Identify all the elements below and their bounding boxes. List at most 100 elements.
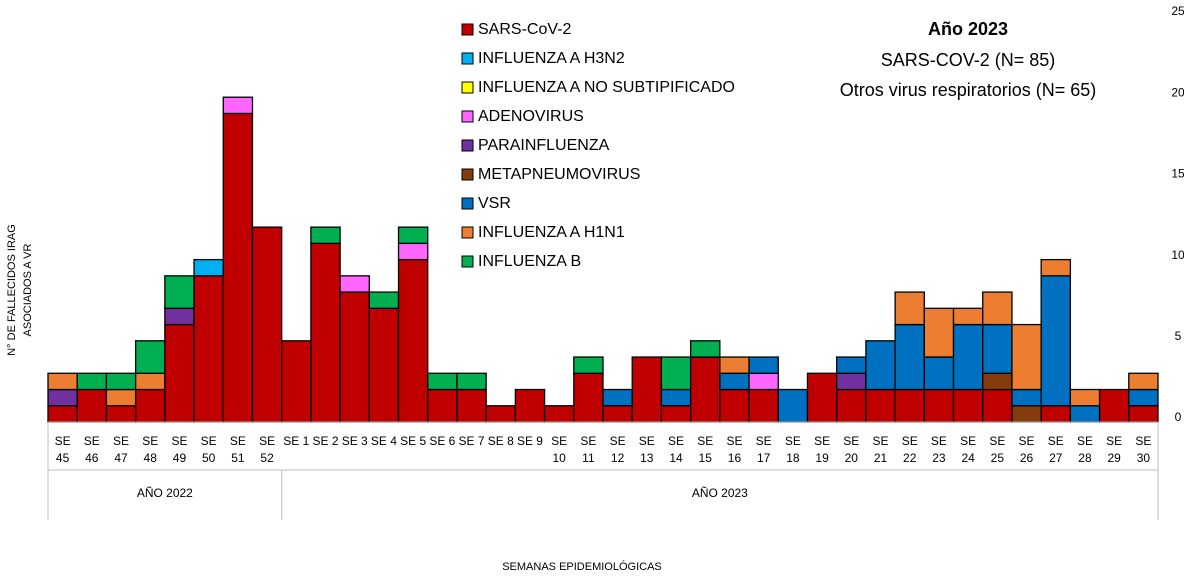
bar-segment [281, 340, 312, 423]
x-tick-label: SE 22 [902, 434, 918, 465]
x-tick-label: SE 4 [371, 434, 397, 448]
bar-segment [1040, 258, 1072, 277]
x-tick-label-line: 26 [1020, 451, 1034, 465]
bar-segment [76, 372, 108, 391]
annotation-line: SARS-COV-2 (N= 85) [881, 50, 1056, 70]
x-tick-label-line: SE [230, 434, 246, 448]
bar-segment [339, 291, 370, 423]
bar-segment [777, 388, 809, 423]
x-tick-label: SE 26 [1019, 434, 1035, 465]
x-tick-label-line: SE [697, 434, 713, 448]
bar-segment [923, 356, 955, 391]
x-tick-label-line: SE [84, 434, 100, 448]
bar-segment [836, 388, 867, 423]
bar-segment [397, 226, 429, 245]
bar-segment [894, 388, 925, 423]
bar-segment [982, 323, 1013, 374]
x-tick-label-line: 46 [85, 451, 99, 465]
legend-swatch [461, 197, 474, 210]
bar-segment [952, 388, 984, 423]
legend-label: METAPNEUMOVIRUS [478, 166, 640, 183]
x-tick-label-line: SE [113, 434, 129, 448]
y-tick-label: 10 [1171, 248, 1184, 262]
y-tick-label: 0 [1175, 410, 1182, 424]
bar-segment [719, 356, 750, 374]
x-tick-label-line: SE [1077, 434, 1093, 448]
x-tick-label: SE 50 [201, 434, 217, 465]
bar-segment [485, 405, 517, 423]
x-tick-label-line: 20 [845, 451, 859, 465]
legend-swatch [461, 81, 474, 94]
bar-segment [660, 388, 692, 407]
x-tick-label: SE 29 [1106, 434, 1122, 465]
legend-swatch [461, 52, 474, 65]
x-tick-label: SE 49 [171, 434, 187, 465]
bar-segment [397, 258, 429, 423]
legend-swatch [461, 23, 474, 36]
x-tick-label: SE 20 [843, 434, 859, 465]
bar-segment [982, 388, 1013, 423]
legend-swatch [461, 168, 474, 181]
legend-label: INFLUENZA A H3N2 [478, 50, 625, 67]
bar-segment [456, 388, 487, 423]
bar-segment [397, 242, 429, 261]
x-tick-label-line: SE [259, 434, 275, 448]
x-tick-label-line: 52 [260, 451, 274, 465]
x-tick-label-line: SE [1106, 434, 1122, 448]
bar-segment [748, 356, 779, 374]
x-tick-label: SE 51 [230, 434, 246, 465]
x-tick-label-line: SE [931, 434, 947, 448]
x-tick-label-line: SE [814, 434, 830, 448]
bar-segment [952, 323, 984, 391]
y-tick-label: 25 [1171, 4, 1184, 18]
bar-segment [602, 388, 633, 407]
x-axis-title: SEMANAS EPIDEMIOLÓGICAS [502, 560, 662, 573]
bar-segment [923, 307, 955, 358]
bar-segment [660, 405, 692, 423]
legend-swatch [461, 226, 474, 239]
x-tick-label: SE 48 [142, 434, 158, 465]
x-tick-label-line: 30 [1137, 451, 1151, 465]
bar-segment [573, 356, 604, 374]
x-tick-label-line: SE [902, 434, 918, 448]
group-label: AÑO 2023 [692, 486, 748, 500]
x-tick-label-line: 19 [815, 451, 829, 465]
x-tick-label: SE 21 [872, 434, 888, 465]
legend-swatch [461, 110, 474, 123]
legend-label: PARAINFLUENZA [478, 137, 610, 154]
bar-segment [719, 388, 750, 423]
x-tick-label: SE 45 [55, 434, 71, 465]
y-axis-title: N° DE FALLECIDOS IRAG ASOCIADOS A VR [6, 224, 34, 356]
legend-label: VSR [478, 195, 511, 212]
bar-segment [310, 242, 341, 423]
annotation-title: Año 2023 [928, 19, 1008, 39]
x-tick-label-line: 12 [611, 451, 625, 465]
bar-segment [865, 388, 896, 423]
bar-segment [1011, 323, 1042, 391]
bar-segment [251, 226, 283, 423]
x-tick-label-line: 24 [961, 451, 975, 465]
x-tick-label: SE 28 [1077, 434, 1093, 465]
x-tick-label-line: SE [843, 434, 859, 448]
annotation-line: Otros virus respiratorios (N= 65) [840, 80, 1097, 100]
bar-segment [836, 356, 867, 374]
bar-segment [923, 388, 955, 423]
bar-segment [1128, 372, 1159, 391]
y-tick-label: 15 [1171, 167, 1184, 181]
x-tick-label-line: SE [610, 434, 626, 448]
bar-segment [602, 405, 633, 423]
x-tick-label-line: 17 [757, 451, 771, 465]
y-axis-title-line: ASOCIADOS A VR [22, 243, 34, 336]
bar-segment [193, 258, 224, 277]
x-tick-label-line: SE [639, 434, 655, 448]
x-tick-label-line: 11 [582, 451, 595, 465]
y-axis-title-line: N° DE FALLECIDOS IRAG [6, 224, 18, 356]
x-tick-label: SE 23 [931, 434, 947, 465]
bar-segment [47, 372, 78, 391]
x-tick-label-line: SE [1135, 434, 1151, 448]
bar-segment [631, 356, 663, 423]
x-tick-label: SE 6 [429, 434, 455, 448]
x-tick-label-line: 16 [728, 451, 742, 465]
x-tick-label-line: SE [756, 434, 772, 448]
